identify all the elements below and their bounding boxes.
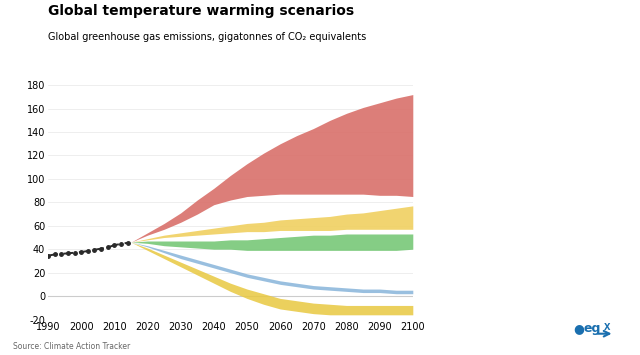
Text: Source: Climate Action Tracker: Source: Climate Action Tracker <box>13 343 130 351</box>
Text: Global greenhouse gas emissions, gigatonnes of CO₂ equivalents: Global greenhouse gas emissions, gigaton… <box>48 32 366 42</box>
Text: 1.5°C pathway: 1.5°C pathway <box>0 354 1 355</box>
Text: Pledged policies
(2.6-3.2°C): Pledged policies (2.6-3.2°C) <box>0 354 1 355</box>
Text: X: X <box>604 323 611 332</box>
Text: ●: ● <box>573 322 584 335</box>
Text: 2°C pathway: 2°C pathway <box>0 354 1 355</box>
Text: Current policies
(3.1-3.7°C): Current policies (3.1-3.7°C) <box>0 354 1 355</box>
Text: No climate action
policies
(4.1-4.8°C): No climate action policies (4.1-4.8°C) <box>0 354 1 355</box>
Text: eg: eg <box>584 322 601 335</box>
Text: Global temperature warming scenarios: Global temperature warming scenarios <box>48 4 354 17</box>
